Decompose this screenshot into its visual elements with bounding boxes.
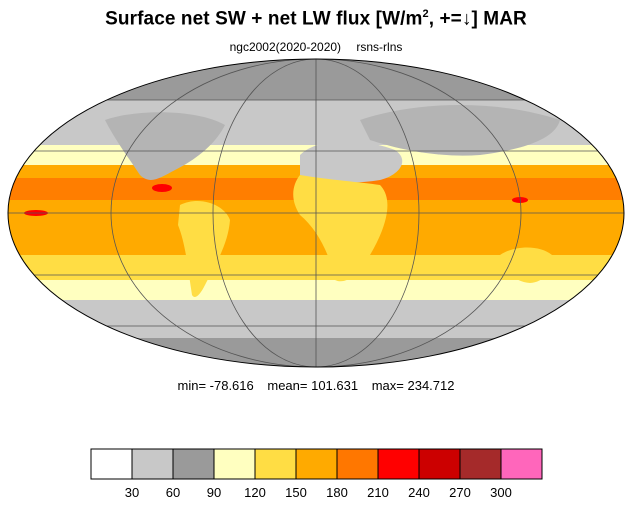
colorbar-tick-label: 300 bbox=[490, 485, 512, 500]
hotspot-caribbean bbox=[152, 184, 172, 192]
plot-title: Surface net SW + net LW flux [W/m2, +=↓]… bbox=[105, 8, 527, 30]
colorbar-swatch bbox=[336, 448, 379, 480]
colorbar-swatch bbox=[131, 448, 174, 480]
stat-max: max= 234.712 bbox=[371, 378, 455, 393]
stat-mean: mean= 101.631 bbox=[267, 378, 359, 393]
colorbar-tick-label: 150 bbox=[285, 485, 307, 500]
africa-region bbox=[293, 175, 388, 282]
colorbar-swatch bbox=[172, 448, 215, 480]
map-field bbox=[8, 59, 624, 367]
north-america-region bbox=[105, 112, 225, 180]
colorbar-tick-label: 210 bbox=[367, 485, 389, 500]
stat-min: min= -78.616 bbox=[177, 378, 254, 393]
colorbar-tick-label: 180 bbox=[326, 485, 348, 500]
colorbar-tick-label: 120 bbox=[244, 485, 266, 500]
sahara-region bbox=[300, 141, 403, 183]
variable-name: rsns-rlns bbox=[356, 40, 403, 54]
colorbar-tick-label: 240 bbox=[408, 485, 430, 500]
colorbar-tick-label: 60 bbox=[165, 485, 181, 500]
colorbar-tick-label: 30 bbox=[124, 485, 140, 500]
colorbar-tick-label: 90 bbox=[206, 485, 222, 500]
colorbar-swatch bbox=[418, 448, 461, 480]
colorbar-swatch bbox=[377, 448, 420, 480]
south-america-region bbox=[178, 200, 230, 297]
colorbar-swatch bbox=[90, 448, 133, 480]
colorbar-tick-label: 270 bbox=[449, 485, 471, 500]
eurasia-region bbox=[360, 105, 560, 156]
plot-subtitle: ngc2002(2020-2020) rsns-rlns bbox=[0, 40, 632, 54]
case-name: ngc2002(2020-2020) bbox=[229, 40, 342, 54]
colorbar-swatch bbox=[254, 448, 297, 480]
colorbar-swatch bbox=[459, 448, 502, 480]
colorbar-swatch bbox=[500, 448, 543, 480]
stats-line: min= -78.616 mean= 101.631 max= 234.712 bbox=[0, 378, 632, 393]
colorbar-swatch bbox=[295, 448, 338, 480]
colorbar-swatch bbox=[213, 448, 256, 480]
map-border bbox=[7, 58, 625, 368]
